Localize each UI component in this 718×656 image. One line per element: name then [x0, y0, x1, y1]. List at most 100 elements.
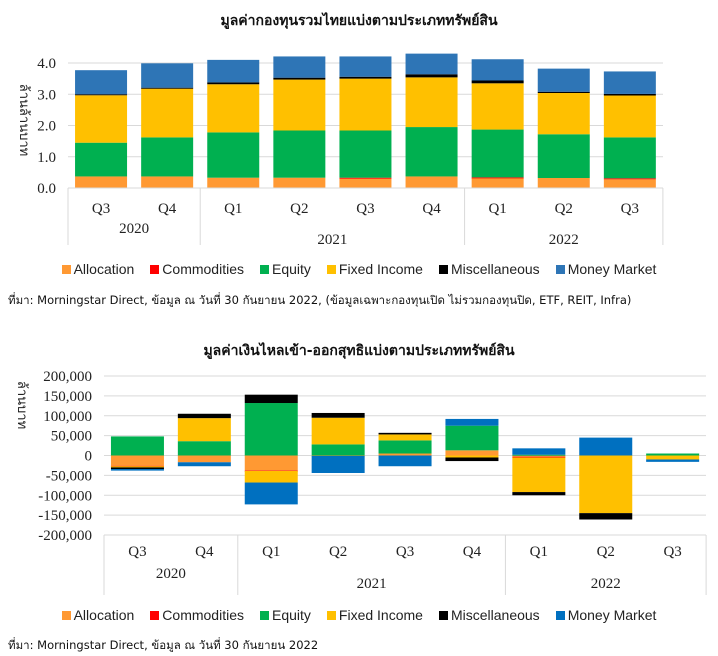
legend-label: Allocation [73, 607, 135, 623]
bar-segment-equity [603, 137, 656, 179]
bar-segment-money-market [537, 68, 590, 92]
bar-segment-miscellaneous [273, 77, 326, 80]
x-category-label: Q3 [92, 201, 110, 217]
legend-item: Commodities [150, 607, 244, 623]
bar-segment-equity [339, 130, 392, 178]
bar-segment-fixed-income [177, 418, 231, 442]
bar-segment-money-market [405, 53, 458, 75]
legend-item: Equity [260, 261, 311, 277]
chart2-title: มูลค่าเงินไหลเข้า-ออกสุทธิแบ่งตามประเภทท… [203, 343, 515, 359]
x-group-label: 2022 [591, 576, 621, 592]
bar-segment-allocation [207, 177, 260, 188]
y-tick-label: 1.0 [37, 150, 56, 166]
legend-item: Allocation [61, 607, 135, 623]
x-category-label: Q3 [356, 201, 374, 217]
bar-segment-money-market [445, 418, 499, 426]
bar-segment-fixed-income [141, 88, 194, 138]
bar-segment-miscellaneous [512, 492, 566, 496]
legend-swatch [61, 264, 71, 274]
legend-label: Miscellaneous [450, 607, 540, 623]
x-category-label: Q2 [597, 544, 615, 560]
bar-segment-equity [141, 137, 194, 177]
legend-swatch [438, 264, 448, 274]
bar-segment-allocation [378, 453, 432, 456]
chart1-source-note: ที่มา: Morningstar Direct, ข้อมูล ณ วันท… [8, 293, 632, 307]
bar-segment-equity [378, 440, 432, 454]
y-tick-label: 200,000 [43, 369, 92, 385]
bar-segment-miscellaneous [339, 76, 392, 79]
bar-segment-equity [445, 425, 499, 451]
bar-segment-fixed-income [445, 455, 499, 458]
y-tick-label: 0 [85, 449, 93, 465]
legend-swatch [438, 610, 448, 620]
bar-segment-fixed-income [405, 77, 458, 128]
legend-label: Fixed Income [338, 607, 423, 623]
y-axis-label: ล้านบาท [14, 381, 29, 429]
x-category-label: Q3 [396, 544, 414, 560]
bar-segment-equity [177, 441, 231, 456]
bar-segment-fixed-income [646, 455, 700, 460]
bar-segment-allocation [110, 455, 164, 466]
bar-segment-money-market [75, 70, 128, 95]
x-category-label: Q1 [262, 544, 280, 560]
bar-segment-allocation [603, 179, 656, 188]
bar-segment-commodities [603, 178, 656, 180]
bar-segment-money-market [471, 59, 524, 81]
bar-segment-allocation [177, 455, 231, 463]
chart1-title: มูลค่ากองทุนรวมไทยแบ่งตามประเภททรัพย์สิน [220, 13, 498, 29]
x-group-label: 2021 [357, 576, 387, 592]
legend-label: Money Market [567, 261, 657, 277]
x-category-label: Q1 [488, 201, 506, 217]
bar-segment-allocation [273, 177, 326, 188]
bar-segment-allocation [445, 450, 499, 456]
bar-segment-equity [512, 454, 566, 456]
y-tick-label: 2.0 [37, 119, 56, 135]
x-category-label: Q2 [290, 201, 308, 217]
x-category-label: Q3 [621, 201, 639, 217]
legend-item: Fixed Income [326, 607, 423, 623]
bar-segment-allocation [512, 455, 566, 457]
legend-item: Fixed Income [326, 261, 423, 277]
y-tick-label: -150,000 [38, 508, 92, 524]
bar-segment-miscellaneous [579, 513, 633, 520]
bar-segment-allocation [405, 176, 458, 188]
x-category-label: Q4 [463, 544, 482, 560]
x-group-label: 2022 [549, 232, 579, 248]
bar-segment-fixed-income [311, 417, 365, 445]
bar-segment-allocation [141, 176, 194, 188]
legend-item: Equity [260, 607, 311, 623]
chart2-plot: -200,000 -150,000 -100,000 -50,000 0 50,000 10… [14, 369, 707, 595]
legend-label: Miscellaneous [450, 261, 540, 277]
bar-segment-miscellaneous [445, 457, 499, 462]
bar-segment-money-market [177, 462, 231, 467]
chart1-plot: 0.0 1.0 2.0 3.0 4.0 ล้านล้านบาท Q3 Q4 Q1 Q2 Q3 Q4 Q1… [16, 53, 664, 248]
bar-segment-miscellaneous [110, 467, 164, 470]
bar-segment-fixed-income [603, 95, 656, 138]
legend-swatch [260, 264, 269, 274]
bar-segment-miscellaneous [537, 91, 590, 93]
bar-segment-allocation [471, 178, 524, 188]
bar-segment-fixed-income [75, 95, 128, 143]
y-tick-label: 0.0 [37, 181, 56, 197]
bar-segment-miscellaneous [141, 87, 194, 89]
legend-label: Allocation [73, 261, 135, 277]
chart2-source-note: ที่มา: Morningstar Direct, ข้อมูล ณ วันท… [8, 638, 319, 652]
bar-segment-money-market [378, 455, 432, 467]
bar-segment-money-market [141, 63, 194, 88]
bar-segment-miscellaneous [378, 432, 432, 435]
x-group-label: 2020 [156, 566, 186, 582]
legend-label: Money Market [567, 607, 657, 623]
bar-segment-equity [405, 127, 458, 177]
bar-segment-fixed-income [207, 84, 260, 133]
legend-swatch [326, 610, 336, 620]
bar-segment-equity [273, 130, 326, 178]
y-tick-label: 100,000 [43, 409, 92, 425]
bar-segment-money-market [110, 469, 164, 471]
legend-swatch [326, 264, 336, 274]
bar-segment-fixed-income [244, 471, 298, 483]
bar-segment-miscellaneous [75, 94, 128, 96]
bar-segment-equity [244, 403, 298, 456]
x-category-label: Q2 [329, 544, 347, 560]
y-tick-label: -50,000 [46, 468, 92, 484]
bar-segment-money-market [207, 59, 260, 83]
